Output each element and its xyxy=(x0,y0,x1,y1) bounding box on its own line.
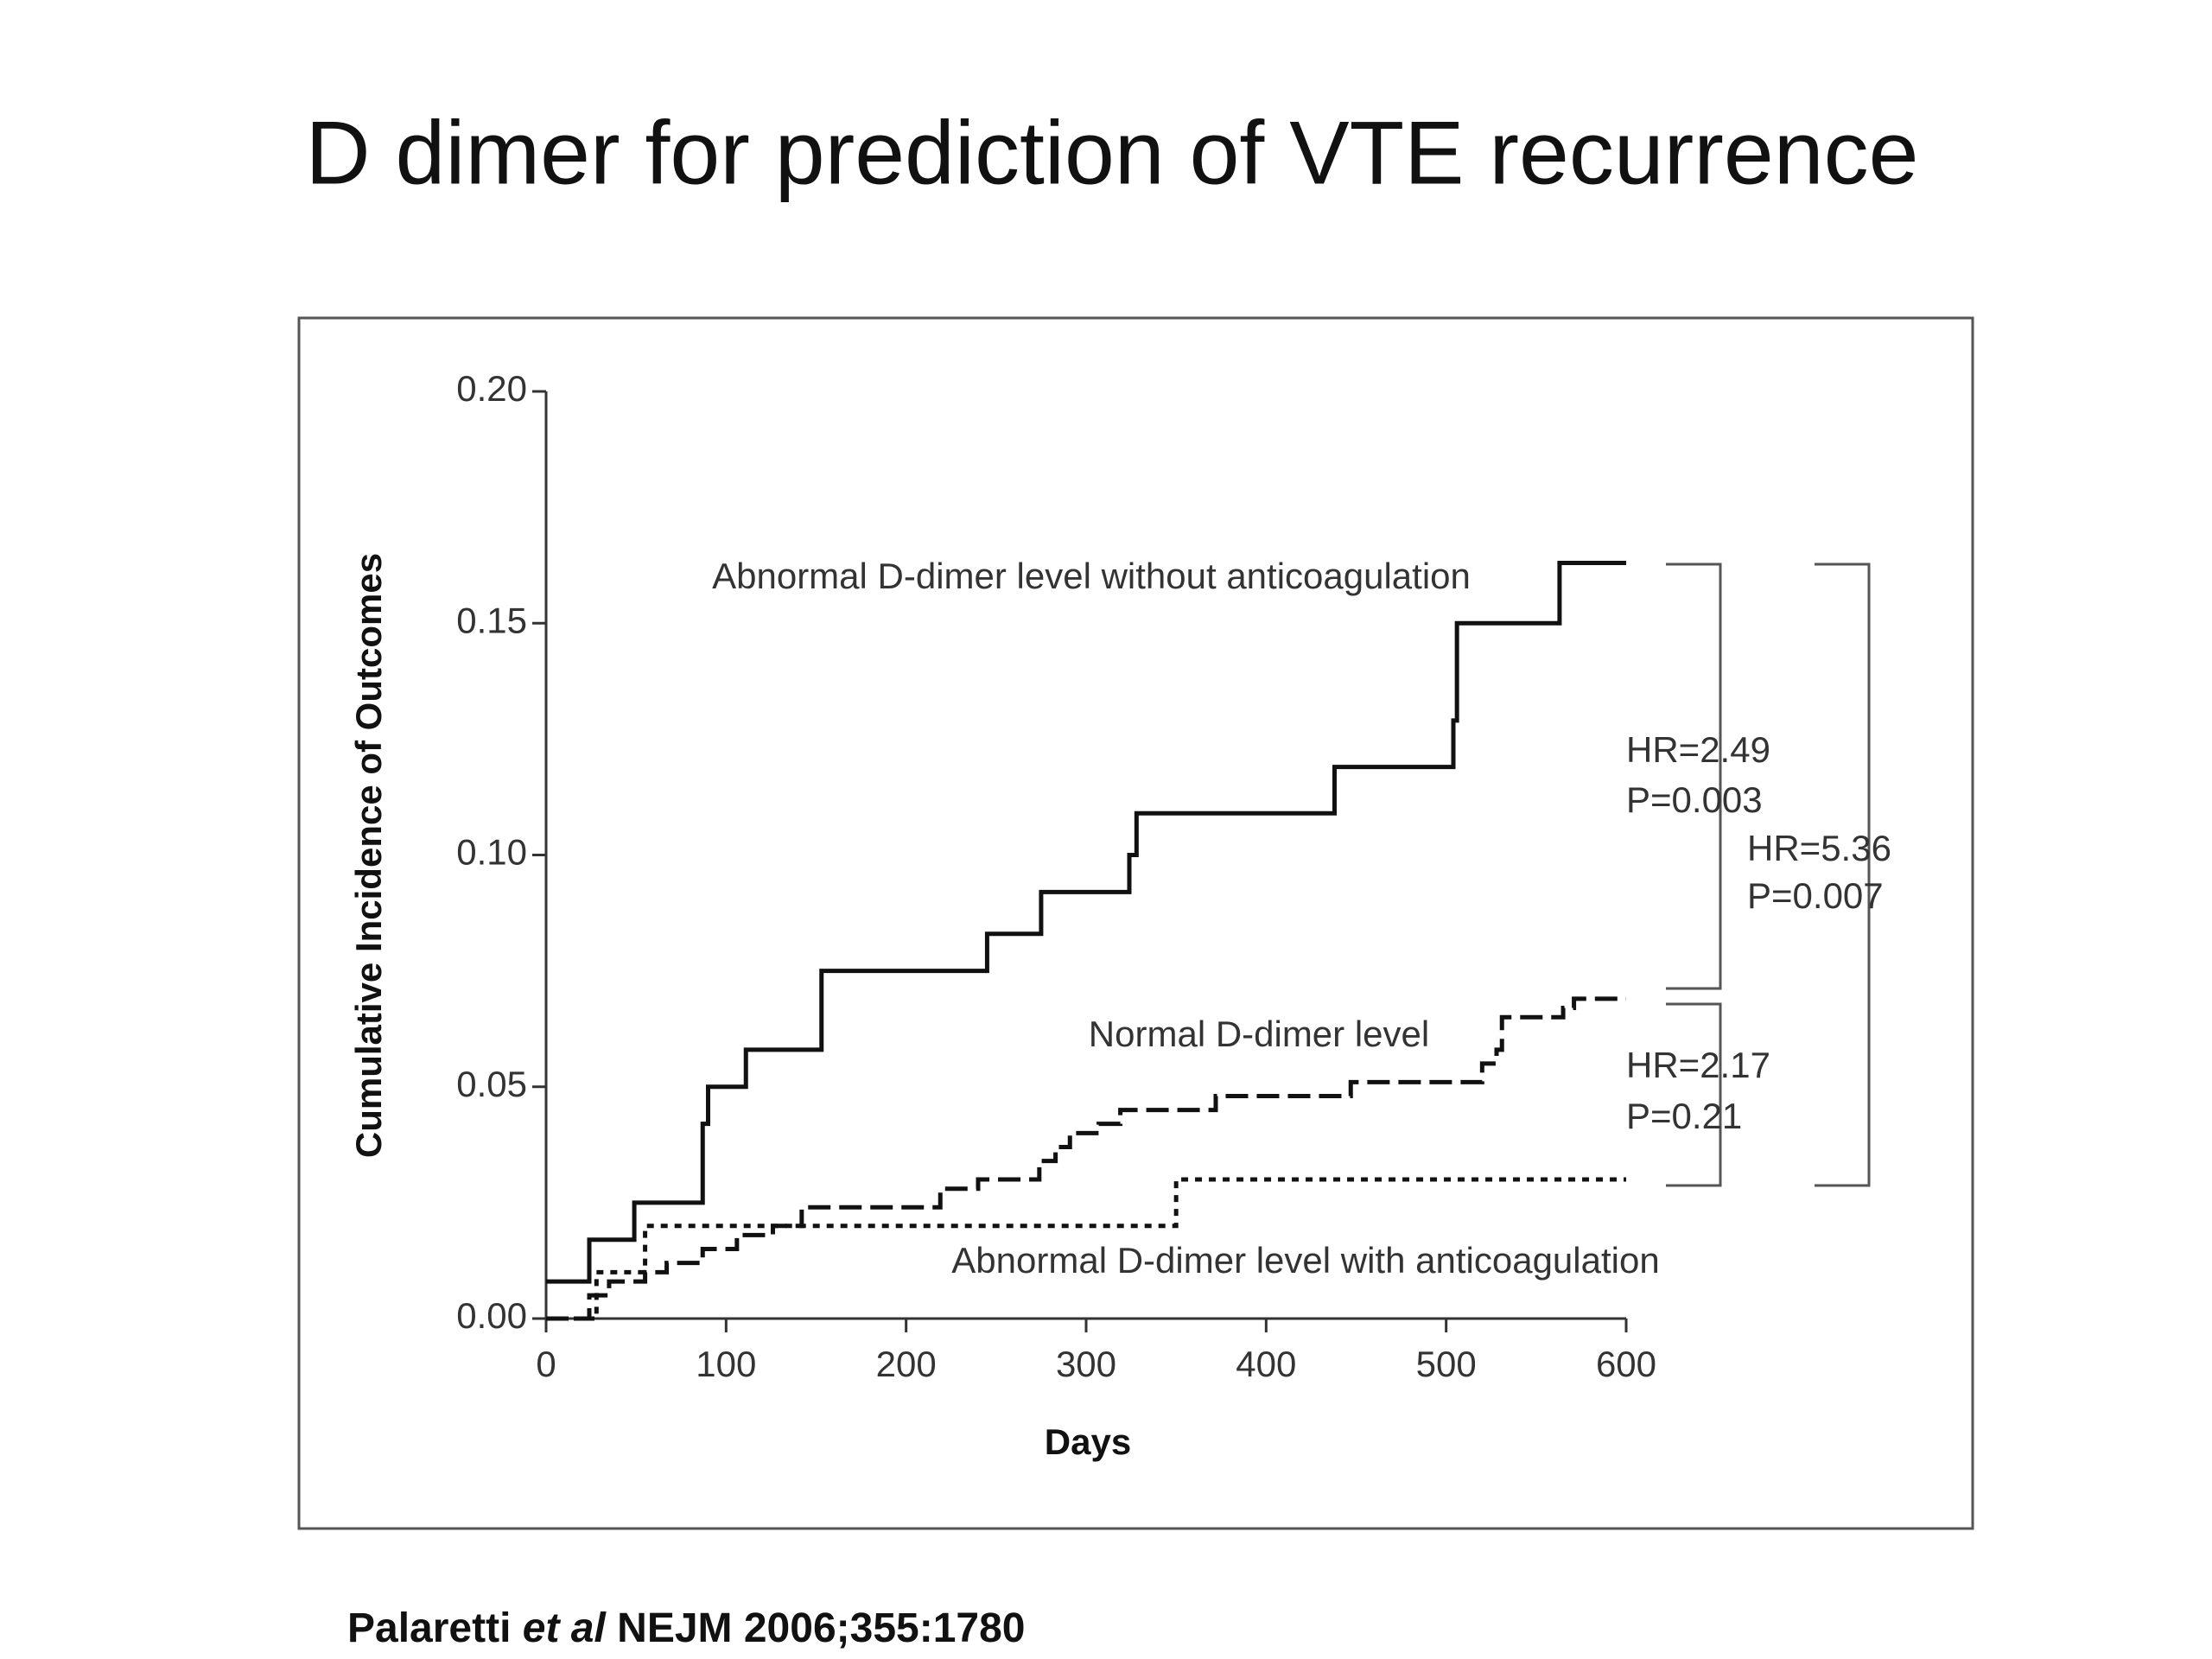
series-label: Normal D-dimer level xyxy=(1089,1014,1429,1054)
annotation: HR=2.49 xyxy=(1626,729,1770,770)
citation-etal: et al xyxy=(523,1605,607,1651)
x-tick-label: 600 xyxy=(1596,1344,1656,1384)
y-tick-label: 0.00 xyxy=(456,1295,527,1336)
y-tick-label: 0.10 xyxy=(456,832,527,873)
annotation: P=0.007 xyxy=(1747,875,1884,916)
citation: Palaretti et al NEJM 2006;355:1780 xyxy=(347,1605,1025,1651)
x-tick-label: 0 xyxy=(536,1344,556,1384)
series-label: Abnormal D-dimer level with anticoagulat… xyxy=(951,1240,1659,1281)
citation-journal: NEJM 2006;355:1780 xyxy=(617,1605,1025,1651)
bracket xyxy=(1666,1002,1722,1187)
series-label: Abnormal D-dimer level without anticoagu… xyxy=(712,556,1471,596)
x-tick-label: 500 xyxy=(1416,1344,1477,1384)
slide-title: D dimer for prediction of VTE recurrence xyxy=(306,103,1919,203)
y-tick-label: 0.05 xyxy=(456,1064,527,1104)
x-tick-label: 400 xyxy=(1236,1344,1296,1384)
y-tick-label: 0.15 xyxy=(456,600,527,640)
y-tick-label: 0.20 xyxy=(456,368,527,409)
step-line xyxy=(546,996,1626,1321)
annotation: P=0.003 xyxy=(1626,779,1763,820)
annotation: P=0.21 xyxy=(1626,1096,1742,1136)
bracket xyxy=(1815,563,1871,1187)
step-line xyxy=(546,1177,1626,1321)
citation-author: Palaretti xyxy=(347,1605,511,1651)
figure-frame xyxy=(297,316,1974,1530)
annotation: HR=5.36 xyxy=(1747,828,1891,868)
x-axis-label: Days xyxy=(1045,1421,1131,1462)
x-tick-label: 300 xyxy=(1056,1344,1116,1384)
annotation: HR=2.17 xyxy=(1626,1045,1770,1085)
y-axis-label: Cumulative Incidence of Outcomes xyxy=(348,553,389,1158)
x-tick-label: 200 xyxy=(876,1344,937,1384)
step-line xyxy=(546,561,1626,1284)
bracket xyxy=(1666,563,1722,990)
x-tick-label: 100 xyxy=(696,1344,756,1384)
